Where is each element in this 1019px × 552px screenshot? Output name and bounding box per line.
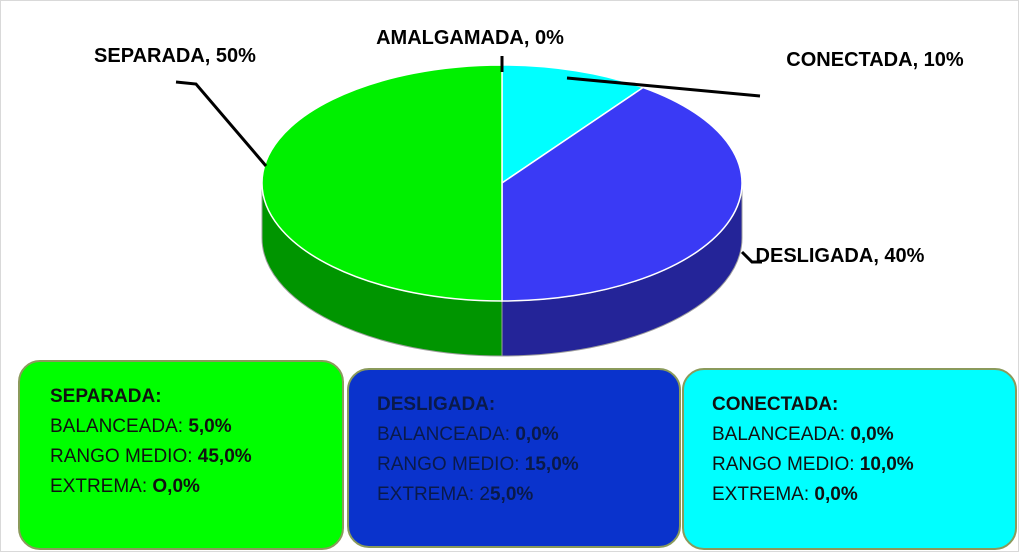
line-value: 5,0%	[489, 484, 534, 505]
data-label: DESLIGADA, 40%	[755, 245, 925, 267]
box-line: EXTREMA: 0,0%	[712, 480, 1015, 510]
line-value: 15,0%	[524, 454, 579, 475]
box-line: RANGO MEDIO: 10,0%	[712, 450, 1015, 480]
info-box: DESLIGADA: BALANCEADA: 0,0% RANGO MEDIO: 1…	[347, 368, 681, 548]
line-label: BALANCEADA:	[712, 424, 851, 445]
line-value: 0,0%	[850, 424, 894, 445]
line-label: EXTREMA:	[50, 476, 153, 497]
data-label: CONECTADA, 10%	[786, 49, 964, 71]
leader-line	[566, 76, 761, 98]
line-value: 45,0%	[197, 446, 252, 467]
line-label: RANGO MEDIO:	[377, 454, 525, 475]
box-line: BALANCEADA: 0,0%	[712, 420, 1015, 450]
box-line: RANGO MEDIO: 15,0%	[377, 450, 679, 480]
data-label: AMALGAMADA, 0%	[376, 27, 564, 49]
info-box: CONECTADA: BALANCEADA: 0,0% RANGO MEDIO: 1…	[682, 368, 1017, 550]
line-value: 0,0%	[814, 484, 858, 505]
box-title: DESLIGADA:	[377, 394, 496, 415]
leader-line	[175, 80, 268, 167]
box-line: BALANCEADA: 0,0%	[377, 420, 679, 450]
line-label: EXTREMA:	[712, 484, 815, 505]
box-line: RANGO MEDIO: 45,0%	[50, 442, 342, 472]
box-line: EXTREMA: 25,0%	[377, 480, 679, 510]
info-box: SEPARADA: BALANCEADA: 5,0% RANGO MEDIO: 45…	[18, 360, 344, 550]
line-label: RANGO MEDIO:	[50, 446, 198, 467]
pie-slice	[501, 86, 743, 302]
leader-line	[740, 250, 762, 264]
line-label: RANGO MEDIO:	[712, 454, 860, 475]
data-label: SEPARADA, 50%	[94, 45, 256, 67]
line-value: 0,0%	[515, 424, 559, 445]
box-line: BALANCEADA: 5,0%	[50, 412, 342, 442]
line-label: BALANCEADA:	[377, 424, 516, 445]
line-label: BALANCEADA:	[50, 416, 189, 437]
pie-slice	[261, 64, 503, 302]
box-title: CONECTADA:	[712, 394, 839, 415]
line-value: O,0%	[152, 476, 200, 497]
line-value: 5,0%	[188, 416, 232, 437]
line-label: EXTREMA: 2	[377, 484, 490, 505]
box-title: SEPARADA:	[50, 386, 162, 407]
box-line: EXTREMA: O,0%	[50, 472, 342, 502]
line-value: 10,0%	[859, 454, 914, 475]
